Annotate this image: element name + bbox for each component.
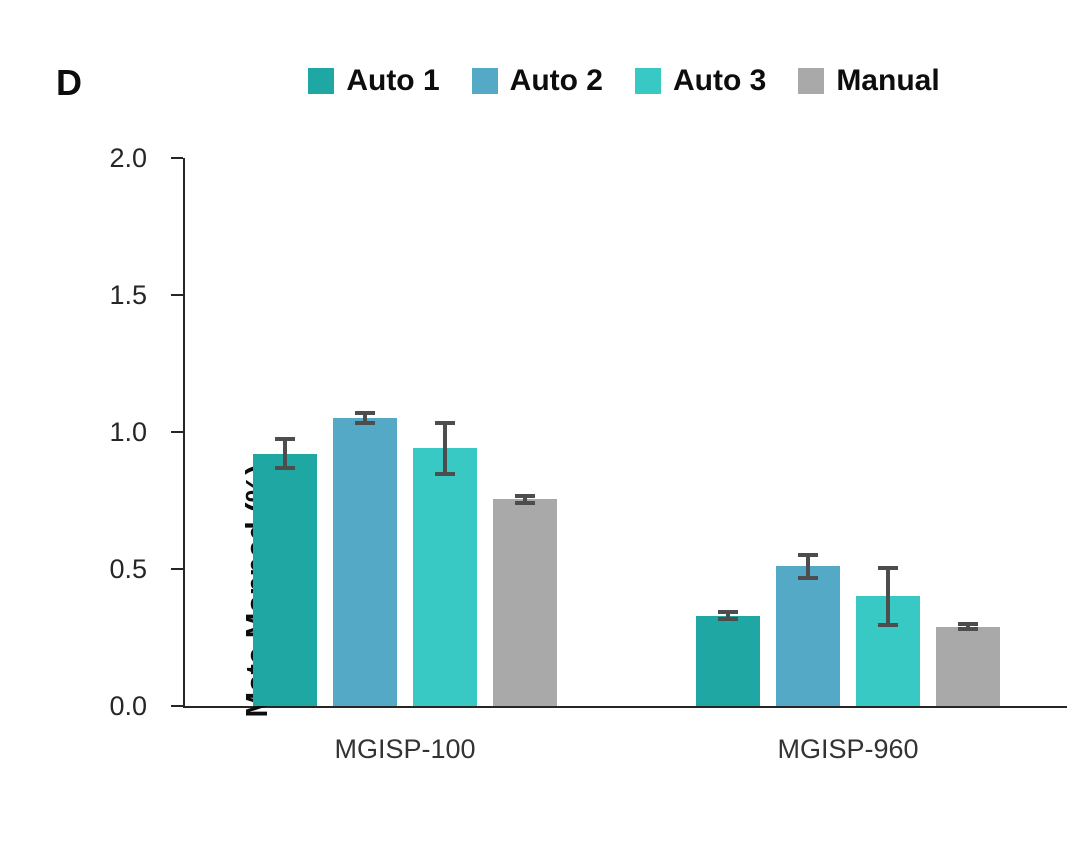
error-bar-cap-top <box>275 437 295 442</box>
error-bar-cap-bottom <box>435 471 455 476</box>
legend: Auto 1 Auto 2 Auto 3 Manual <box>183 66 1065 96</box>
error-bar-stem <box>806 552 810 580</box>
error-bar-stem <box>726 610 730 622</box>
y-tick-label: 1.5 <box>109 280 147 310</box>
legend-swatch-icon <box>308 68 335 94</box>
legend-item-4: Manual <box>798 64 940 97</box>
legend-item-label: Auto 3 <box>672 64 767 97</box>
legend-swatch-icon <box>471 68 498 94</box>
error-bar-cap-top <box>515 493 535 498</box>
error-bar-stem <box>523 493 527 505</box>
bar-manual-mgisp-960 <box>936 626 1000 706</box>
legend-item-label: Auto 2 <box>509 64 603 97</box>
error-bar-cap-top <box>355 411 375 416</box>
error-bar <box>275 437 295 471</box>
bar-auto1-mgisp-100 <box>253 453 317 706</box>
error-bar <box>515 493 535 505</box>
y-tick-label: 2.0 <box>109 143 147 173</box>
bar-auto2-mgisp-960 <box>776 566 840 706</box>
error-bar <box>718 610 738 622</box>
error-bar-cap-bottom <box>878 622 898 627</box>
plot-area: Mate Mapped (%) 0.00.51.01.52.0MGISP-100… <box>109 145 1067 763</box>
bar-auto2-mgisp-100 <box>333 418 397 706</box>
legend-swatch-icon <box>634 68 661 94</box>
error-bar-stem <box>363 411 367 426</box>
error-bar-stem <box>443 421 447 476</box>
legend-item-2: Auto 2 <box>471 64 603 97</box>
error-bar-stem <box>283 437 287 471</box>
error-bar <box>798 552 818 580</box>
y-tick-label: 0.5 <box>109 554 147 584</box>
legend-item-label: Manual <box>836 64 940 97</box>
error-bar <box>355 411 375 426</box>
y-tick-mark <box>171 157 183 159</box>
y-tick-label: 1.0 <box>109 417 147 447</box>
bar-auto3-mgisp-100 <box>413 448 477 706</box>
panel-label: D <box>56 62 82 103</box>
legend-swatch-icon <box>798 68 825 94</box>
error-bar-cap-bottom <box>798 575 818 580</box>
error-bar-stem <box>886 566 890 627</box>
error-bar-cap-top <box>435 421 455 426</box>
error-bar <box>878 566 898 627</box>
error-bar-cap-bottom <box>515 500 535 505</box>
y-tick-mark <box>171 431 183 433</box>
legend-item-3: Auto 3 <box>634 64 767 97</box>
legend-item-1: Auto 1 <box>308 64 440 97</box>
x-tick-label: MGISP-100 <box>334 734 476 764</box>
error-bar-cap-bottom <box>958 626 978 631</box>
error-bar-cap-top <box>958 622 978 627</box>
x-tick-label: MGISP-960 <box>777 734 919 764</box>
error-bar <box>958 622 978 631</box>
bar-auto1-mgisp-960 <box>696 615 760 706</box>
legend-item-label: Auto 1 <box>346 64 440 97</box>
error-bar-cap-bottom <box>355 421 375 426</box>
y-tick-label: 0.0 <box>109 691 147 721</box>
error-bar-stem <box>966 622 970 631</box>
y-tick-mark <box>171 568 183 570</box>
error-bar-cap-bottom <box>718 617 738 622</box>
error-bar <box>435 421 455 476</box>
y-tick-mark <box>171 705 183 707</box>
error-bar-cap-top <box>718 610 738 615</box>
error-bar-cap-top <box>878 566 898 571</box>
y-tick-mark <box>171 294 183 296</box>
bar-manual-mgisp-100 <box>493 499 557 706</box>
error-bar-cap-top <box>798 552 818 557</box>
error-bar-cap-bottom <box>275 466 295 471</box>
